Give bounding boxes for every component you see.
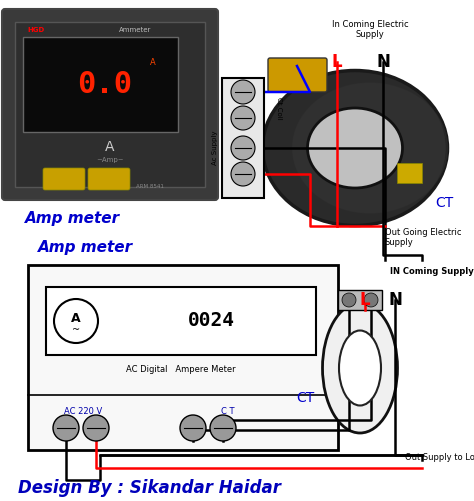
Text: Out Supply to Load: Out Supply to Load bbox=[405, 453, 474, 462]
Text: Amp meter: Amp meter bbox=[25, 211, 120, 226]
Bar bbox=[23, 37, 178, 132]
Text: Ammeter: Ammeter bbox=[119, 27, 151, 33]
Text: C T: C T bbox=[221, 407, 235, 416]
Text: L: L bbox=[360, 291, 370, 309]
Text: AC Digital   Ampere Meter: AC Digital Ampere Meter bbox=[126, 365, 236, 374]
Circle shape bbox=[53, 415, 79, 441]
Text: N: N bbox=[388, 291, 402, 309]
Circle shape bbox=[231, 106, 255, 130]
Text: Ac Supply: Ac Supply bbox=[212, 131, 218, 165]
Bar bbox=[222, 78, 264, 198]
Circle shape bbox=[180, 415, 206, 441]
FancyBboxPatch shape bbox=[2, 9, 218, 200]
Text: electricaOnline4u: electricaOnline4u bbox=[231, 350, 329, 360]
Text: L: L bbox=[332, 53, 342, 71]
Text: ~: ~ bbox=[72, 325, 80, 335]
Text: AC 220 V: AC 220 V bbox=[64, 407, 102, 416]
Ellipse shape bbox=[292, 83, 447, 213]
Circle shape bbox=[342, 293, 356, 307]
FancyBboxPatch shape bbox=[268, 58, 327, 92]
Text: A: A bbox=[105, 140, 115, 154]
Circle shape bbox=[54, 299, 98, 343]
Ellipse shape bbox=[322, 303, 398, 433]
Bar bbox=[338, 290, 382, 310]
Text: ~Amp~: ~Amp~ bbox=[96, 157, 124, 163]
Circle shape bbox=[83, 415, 109, 441]
Text: Ct Coil: Ct Coil bbox=[276, 97, 282, 119]
Ellipse shape bbox=[339, 331, 381, 405]
Circle shape bbox=[231, 136, 255, 160]
Text: A: A bbox=[71, 312, 81, 325]
Text: A: A bbox=[150, 58, 156, 67]
Text: CT: CT bbox=[435, 196, 453, 210]
Text: Out Going Electric
Supply: Out Going Electric Supply bbox=[385, 228, 462, 247]
Bar bbox=[15, 22, 205, 187]
Bar bbox=[46, 287, 316, 355]
Ellipse shape bbox=[308, 108, 402, 188]
Text: HGD: HGD bbox=[27, 27, 44, 33]
Text: Amp meter: Amp meter bbox=[38, 239, 133, 255]
Text: ARM 8541: ARM 8541 bbox=[136, 184, 164, 189]
Text: IN Coming Supply: IN Coming Supply bbox=[390, 267, 474, 276]
Ellipse shape bbox=[263, 71, 447, 225]
Circle shape bbox=[231, 80, 255, 104]
FancyBboxPatch shape bbox=[88, 168, 130, 190]
FancyBboxPatch shape bbox=[43, 168, 85, 190]
Text: 0.0: 0.0 bbox=[77, 70, 133, 99]
Text: In Coming Electric
Supply: In Coming Electric Supply bbox=[332, 20, 408, 40]
Circle shape bbox=[364, 293, 378, 307]
Text: N: N bbox=[376, 53, 390, 71]
Text: 0024: 0024 bbox=[188, 312, 235, 331]
Circle shape bbox=[210, 415, 236, 441]
Circle shape bbox=[231, 162, 255, 186]
Bar bbox=[397, 163, 422, 183]
Bar bbox=[28, 265, 338, 450]
Text: Design By : Sikandar Haidar: Design By : Sikandar Haidar bbox=[18, 479, 281, 497]
Text: CT: CT bbox=[296, 391, 314, 405]
